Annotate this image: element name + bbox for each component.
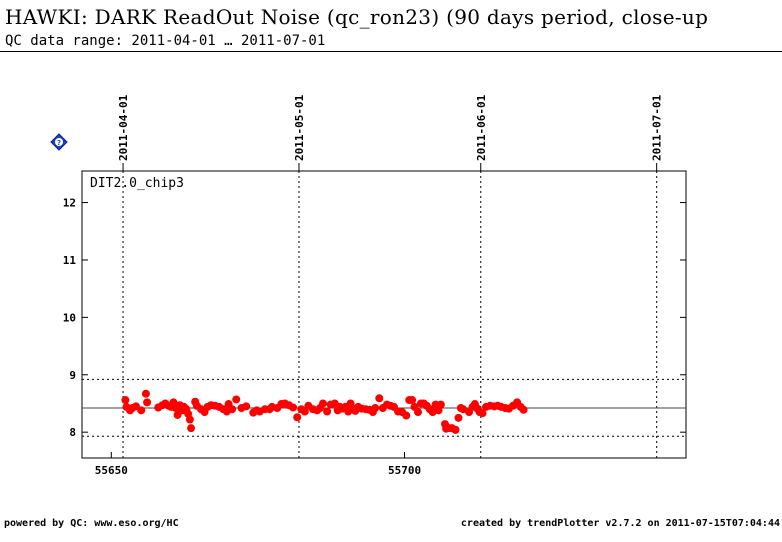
data-point xyxy=(319,399,328,408)
data-point xyxy=(242,402,251,411)
help-diamond-icon[interactable]: ? xyxy=(50,133,68,151)
date-marker-label: 2011-04-01 xyxy=(117,94,130,161)
data-point xyxy=(187,424,196,433)
data-point xyxy=(414,408,423,417)
y-tick-label: 9 xyxy=(69,369,76,382)
date-marker-label: 2011-05-01 xyxy=(293,94,306,161)
data-point xyxy=(478,409,487,418)
y-tick-label: 11 xyxy=(63,254,77,267)
data-point xyxy=(408,396,417,405)
date-marker-label: 2011-06-01 xyxy=(475,94,488,161)
help-diamond-center xyxy=(55,138,63,146)
data-point xyxy=(454,413,463,422)
page-subtitle: QC data range: 2011-04-01 … 2011-07-01 xyxy=(5,33,326,49)
data-point xyxy=(232,395,241,404)
y-tick-label: 10 xyxy=(63,311,76,324)
x-tick-label: 55650 xyxy=(95,464,128,477)
data-point xyxy=(451,425,460,434)
data-point xyxy=(300,407,309,416)
y-tick-label: 8 xyxy=(69,426,76,439)
data-point xyxy=(137,406,146,415)
data-point xyxy=(228,405,237,414)
data-point xyxy=(293,413,302,422)
footer-powered-by[interactable]: powered by QC: www.eso.org/HC xyxy=(4,518,179,529)
data-point xyxy=(436,400,445,409)
data-point xyxy=(519,405,528,414)
data-point xyxy=(375,394,384,403)
page-title: HAWKI: DARK ReadOut Noise (qc_ron23) (90… xyxy=(5,5,709,29)
data-point xyxy=(371,404,380,413)
data-point xyxy=(185,415,194,424)
data-point xyxy=(402,411,411,420)
header-divider xyxy=(0,51,782,52)
x-tick-label: 55700 xyxy=(388,464,421,477)
footer-created-by: created by trendPlotter v2.7.2 on 2011-0… xyxy=(460,518,780,529)
data-point xyxy=(141,389,150,398)
plot-frame xyxy=(81,170,687,459)
data-point xyxy=(143,398,152,407)
y-tick-label: 12 xyxy=(63,197,76,210)
help-diamond-glyph: ? xyxy=(57,139,61,147)
data-point xyxy=(289,403,298,412)
data-point xyxy=(323,407,332,416)
date-marker-label: 2011-07-01 xyxy=(651,94,664,161)
data-point xyxy=(121,396,130,405)
panel-label: DIT2.0_chip3 xyxy=(90,176,184,191)
